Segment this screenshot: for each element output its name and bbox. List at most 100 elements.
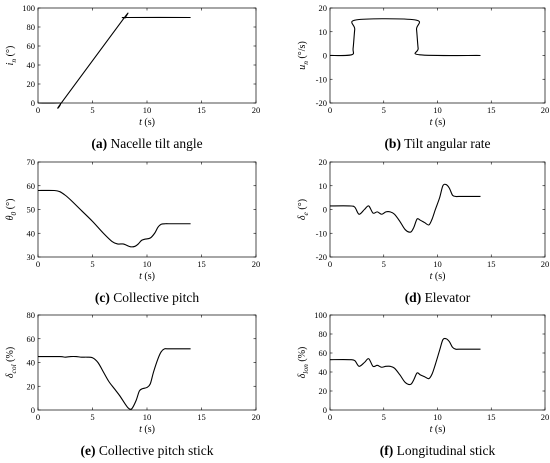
y-tick-label: 80 — [27, 310, 36, 320]
chart-panel-f: 0 5 10 15 20 0 20 40 60 80 100 t (s) δlon (%) (f) Lon… — [297, 310, 549, 458]
x-axis-label: t (s) — [430, 271, 446, 282]
series-line — [329, 18, 481, 57]
x-tick-label: 0 — [328, 259, 332, 269]
x-tick-label: 10 — [433, 259, 442, 269]
y-tick-label: 0 — [323, 405, 327, 415]
x-tick-label: 10 — [433, 412, 442, 422]
y-tick-label: 20 — [319, 386, 328, 396]
x-tick-label: 10 — [433, 105, 442, 115]
panel-caption-text: Collective pitch — [110, 290, 199, 305]
panel-caption: (b) Tilt angular rate — [384, 136, 490, 151]
x-tick-label: 10 — [143, 259, 152, 269]
y-tick-label: 80 — [27, 22, 36, 32]
x-tick-label: 20 — [252, 105, 261, 115]
x-tick-label: 10 — [143, 105, 152, 115]
panel-caption: (a) Nacelle tilt angle — [91, 136, 202, 151]
x-axis-label: t (s) — [430, 117, 446, 128]
y-tick-label: 20 — [27, 381, 36, 391]
series-line — [329, 183, 481, 233]
y-tick-label: 0 — [323, 205, 327, 215]
panel-caption-text: Tilt angular rate — [401, 136, 491, 151]
chart-panel-d: 0 5 10 15 20 -20 -10 0 10 20 t (s) δe (°) (d) Elevat… — [297, 157, 549, 305]
panel-caption-text: Elevator — [421, 290, 471, 305]
y-axis-label: δlon (%) — [297, 347, 310, 379]
y-tick-label: 40 — [319, 367, 328, 377]
y-tick-label: 30 — [27, 252, 36, 262]
x-tick-label: 15 — [197, 412, 206, 422]
y-tick-label: 0 — [31, 405, 35, 415]
panel-caption-text: Collective pitch stick — [95, 443, 213, 458]
y-axis-label: in (°) — [5, 46, 18, 66]
x-axis-label: t (s) — [139, 424, 155, 435]
plot-frame — [37, 161, 257, 258]
x-tick-label: 20 — [541, 259, 550, 269]
x-tick-label: 15 — [487, 412, 496, 422]
y-axis-label: δcol (%) — [5, 347, 18, 378]
y-tick-label: 100 — [22, 3, 35, 13]
panel-caption: (f) Longitudinal stick — [380, 443, 496, 458]
x-tick-label: 20 — [252, 412, 261, 422]
y-tick-label: 40 — [27, 60, 36, 70]
chart-panel-b: 0 5 10 15 20 -20 -10 0 10 20 t (s) un (°/s) (b) Tilt… — [297, 3, 549, 151]
y-tick-label: 0 — [323, 51, 327, 61]
series-line — [37, 12, 191, 109]
x-tick-label: 0 — [36, 412, 40, 422]
y-tick-label: 60 — [27, 181, 36, 191]
x-tick-label: 15 — [197, 105, 206, 115]
x-tick-label: 10 — [143, 412, 152, 422]
x-tick-label: 20 — [541, 105, 550, 115]
x-tick-label: 5 — [382, 412, 386, 422]
y-tick-label: -10 — [316, 228, 327, 238]
plot-frame — [37, 7, 257, 104]
panel-caption: (d) Elevator — [405, 290, 471, 305]
x-tick-label: 15 — [197, 259, 206, 269]
y-tick-label: 20 — [319, 157, 328, 167]
panel-tag: (f) — [380, 443, 394, 458]
panel-tag: (d) — [405, 290, 422, 305]
panel-tag: (b) — [384, 136, 401, 151]
y-axis-label: un (°/s) — [297, 41, 310, 70]
x-tick-label: 5 — [90, 412, 94, 422]
y-axis-label: δe (°) — [297, 199, 310, 220]
panel-caption-text: Nacelle tilt angle — [107, 136, 203, 151]
x-tick-label: 15 — [487, 105, 496, 115]
y-axis-label: θ0 (°) — [5, 199, 18, 221]
x-tick-label: 5 — [382, 259, 386, 269]
panel-caption-text: Longitudinal stick — [393, 443, 495, 458]
plot-frame — [329, 161, 546, 258]
chart-panel-e: 0 5 10 15 20 0 20 40 60 80 t (s) δcol (%) (e) Collec… — [5, 310, 260, 458]
chart-panel-c: 0 5 10 15 20 30 40 50 60 70 t (s) θ0 (°) (c) Collect… — [5, 157, 260, 305]
y-tick-label: 20 — [319, 3, 328, 13]
y-tick-label: -20 — [316, 252, 327, 262]
x-tick-label: 20 — [252, 259, 261, 269]
x-axis-label: t (s) — [139, 271, 155, 282]
series-line — [37, 348, 191, 410]
x-tick-label: 0 — [328, 105, 332, 115]
x-tick-label: 20 — [541, 412, 550, 422]
y-tick-label: 0 — [31, 98, 35, 108]
x-tick-label: 5 — [382, 105, 386, 115]
y-tick-label: 100 — [314, 310, 327, 320]
panel-caption: (e) Collective pitch stick — [80, 443, 213, 458]
y-tick-label: 20 — [27, 79, 36, 89]
y-tick-label: 80 — [319, 329, 328, 339]
y-tick-label: -10 — [316, 74, 327, 84]
x-tick-label: 0 — [328, 412, 332, 422]
plot-frame — [37, 314, 257, 411]
x-tick-label: 15 — [487, 259, 496, 269]
y-tick-label: 10 — [319, 27, 328, 37]
x-axis-label: t (s) — [139, 117, 155, 128]
chart-panel-a: 0 5 10 15 20 0 20 40 60 80 100 t (s) in (°) (a) Nacel… — [5, 3, 260, 151]
x-tick-label: 5 — [90, 105, 94, 115]
y-tick-label: 60 — [27, 334, 36, 344]
x-tick-label: 0 — [36, 105, 40, 115]
x-tick-label: 0 — [36, 259, 40, 269]
y-tick-label: 60 — [319, 348, 328, 358]
y-tick-label: 50 — [27, 205, 36, 215]
series-line — [37, 189, 191, 248]
y-tick-label: 40 — [27, 228, 36, 238]
x-axis-label: t (s) — [430, 424, 446, 435]
series-line — [329, 337, 481, 386]
x-tick-label: 5 — [90, 259, 94, 269]
plot-frame — [329, 314, 546, 411]
